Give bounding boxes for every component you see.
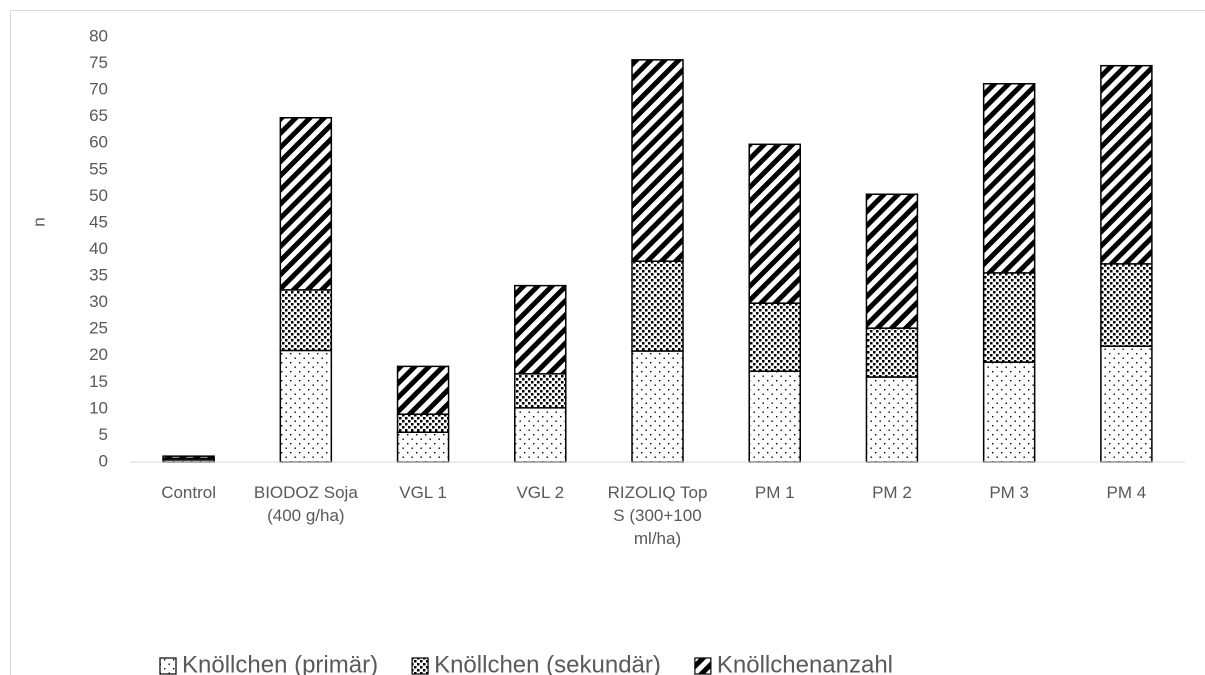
bar-segment xyxy=(631,260,684,352)
bar-segment xyxy=(396,431,450,463)
bar-segment xyxy=(514,373,567,409)
bar-segment xyxy=(162,455,215,460)
x-tick-label: VGL 1 xyxy=(399,483,447,502)
y-tick-label: 75 xyxy=(89,53,108,72)
legend-label: Knöllchen (primär) xyxy=(182,651,378,675)
y-tick-label: 55 xyxy=(89,159,108,178)
legend-swatch xyxy=(411,657,429,675)
y-tick-label: 80 xyxy=(89,26,108,45)
legend-swatch xyxy=(694,657,712,675)
y-tick-label: 5 xyxy=(99,425,108,444)
bar-segment xyxy=(1100,64,1153,265)
x-tick-label: VGL 2 xyxy=(516,483,565,502)
y-tick-label: 70 xyxy=(89,80,108,99)
y-tick-label: 65 xyxy=(89,106,108,125)
bar-segment xyxy=(396,413,450,433)
x-tick-label: Control xyxy=(161,483,217,502)
y-tick-label: 35 xyxy=(89,266,108,285)
x-tick-label: PM 3 xyxy=(989,483,1029,502)
y-tick-label: 30 xyxy=(89,292,108,311)
x-tick-label: BIODOZ Soja (400 g/ha) xyxy=(253,483,358,525)
bar-segment xyxy=(865,193,919,329)
x-tick-label: PM 1 xyxy=(754,483,795,502)
x-tick-label: PM 2 xyxy=(872,483,912,502)
legend-label: Knöllchenanzahl xyxy=(717,651,893,675)
bar-segment xyxy=(279,349,333,463)
bar-segment xyxy=(865,327,919,378)
y-tick-label: 60 xyxy=(89,133,108,152)
bar-segment xyxy=(982,83,1036,274)
y-tick-label: 20 xyxy=(89,345,108,364)
bar-segment xyxy=(514,284,567,375)
bar-segment xyxy=(865,376,919,463)
bar-segment xyxy=(748,370,801,463)
x-tick-label: RIZOLIQ Top S (300+100 ml/ha) xyxy=(607,483,708,548)
legend-label: Knöllchen (sekundär) xyxy=(434,651,661,675)
legend-swatch xyxy=(159,657,177,675)
y-axis-label: n xyxy=(29,217,48,226)
bar-segment xyxy=(748,302,801,372)
bar-segment xyxy=(514,407,567,463)
y-tick-label: 10 xyxy=(89,398,108,417)
y-tick-label: 15 xyxy=(89,372,108,391)
y-tick-label: 45 xyxy=(89,212,108,231)
bar-segment xyxy=(982,272,1036,363)
bar-segment xyxy=(982,361,1036,463)
y-tick-label: 0 xyxy=(99,451,108,470)
y-tick-label: 50 xyxy=(89,186,108,205)
y-tick-label: 40 xyxy=(89,239,108,258)
bar-segment xyxy=(1100,345,1153,463)
x-tick-label: PM 4 xyxy=(1106,483,1147,502)
bar-segment xyxy=(748,143,801,304)
chart-border xyxy=(10,10,1205,675)
y-tick-label: 25 xyxy=(89,319,108,338)
bar-segment xyxy=(631,350,684,463)
bar-segment xyxy=(279,117,333,291)
bar-segment xyxy=(1100,263,1153,347)
bar-segment xyxy=(631,59,684,262)
bar-segment xyxy=(396,365,450,415)
bar-segment xyxy=(279,289,333,352)
